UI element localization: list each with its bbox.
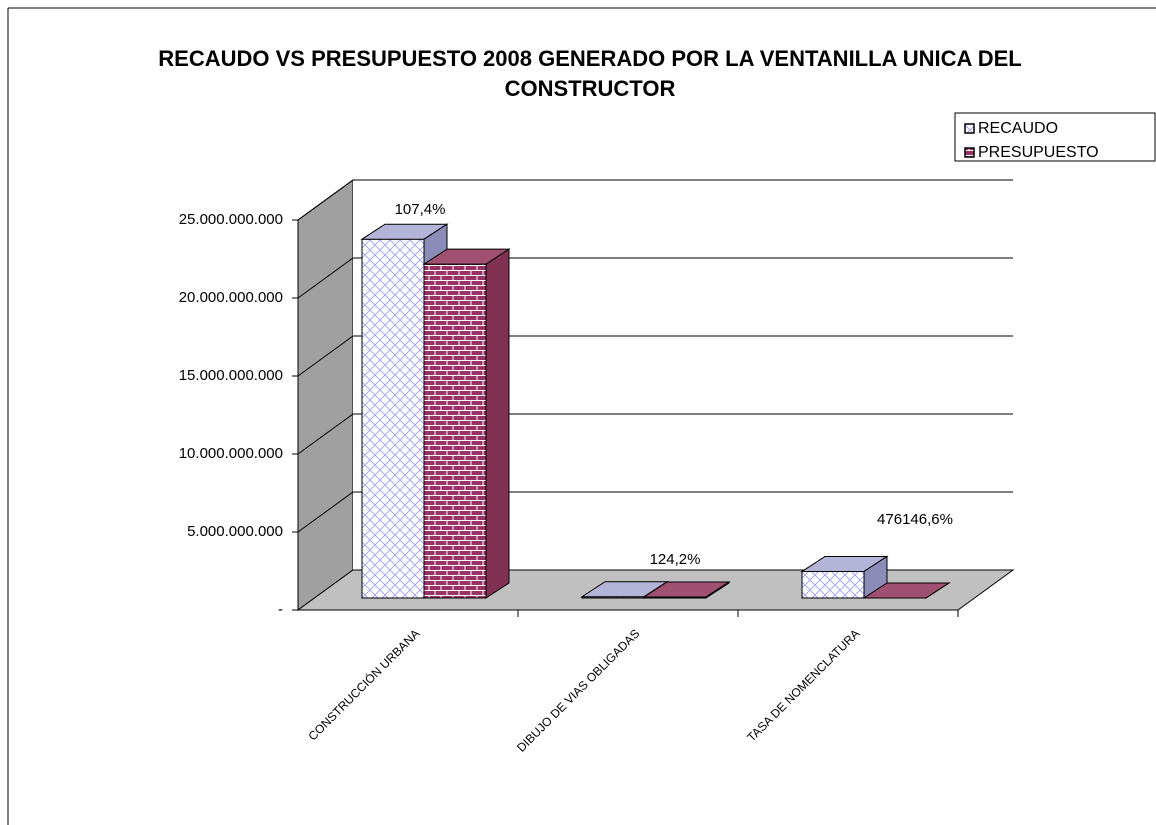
y-tick-label: 25.000.000.000 — [179, 211, 283, 228]
x-tick-label: TASA DE NOMENCLATURA — [744, 626, 862, 744]
grid-line — [297, 179, 1013, 221]
grid-line — [297, 335, 1013, 377]
grid-line — [297, 413, 1013, 455]
y-tick-label: 10.000.000.000 — [179, 445, 283, 462]
y-tick-label: 15.000.000.000 — [179, 367, 283, 384]
y-tick-label: 20.000.000.000 — [179, 289, 283, 306]
annotation: 124,2% — [650, 551, 701, 568]
chart-title: RECAUDO VS PRESUPUESTO 2008 GENERADO POR… — [158, 46, 1022, 101]
back-wall — [353, 180, 1013, 570]
grid-line — [297, 257, 1013, 299]
bar-side — [705, 581, 730, 599]
legend — [954, 112, 1156, 162]
grid-line — [297, 491, 1013, 533]
legend-swatch — [964, 123, 975, 134]
bar — [361, 238, 425, 599]
x-tick-label: DIBUJO DE VIAS OBLIGADAS — [514, 626, 642, 754]
bar — [801, 570, 865, 599]
side-wall — [297, 179, 354, 611]
bar-side — [925, 582, 950, 599]
y-tick-label: - — [278, 601, 283, 618]
annotation: 476146,6% — [877, 511, 953, 528]
x-tick-label: CONSTRUCCIÓN URBANA — [305, 626, 423, 744]
bar — [423, 263, 487, 599]
y-tick-label: 5.000.000.000 — [187, 523, 283, 540]
annotation: 107,4% — [395, 201, 446, 218]
bar-side — [485, 248, 510, 599]
legend-label: PRESUPUESTO — [978, 144, 1099, 161]
legend-swatch — [964, 147, 975, 158]
legend-label: RECAUDO — [978, 120, 1058, 137]
